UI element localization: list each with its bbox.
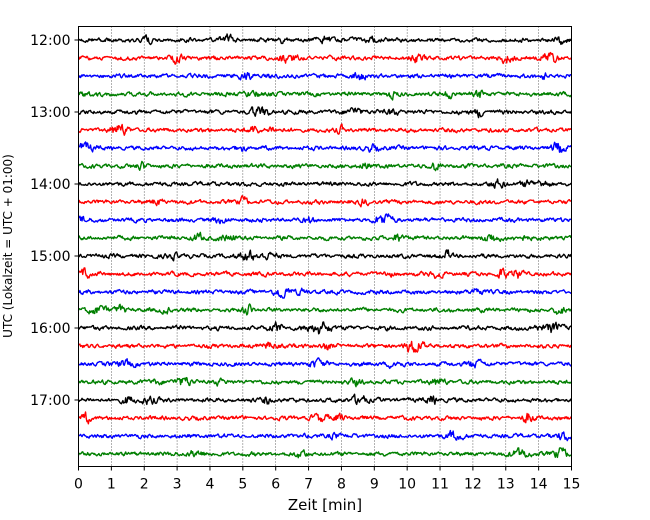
y-axis-ticks: 12:00 13:00 14:00 15:00 16:00 17:00 xyxy=(30,33,79,409)
x-tick-label: 7 xyxy=(304,477,313,493)
seismic-trace xyxy=(78,340,573,353)
seismic-trace xyxy=(77,178,572,189)
seismic-trace xyxy=(78,213,572,225)
seismic-trace xyxy=(77,267,573,279)
x-tick-label: 9 xyxy=(370,477,379,493)
x-tick-label: 4 xyxy=(206,477,215,493)
seismic-trace xyxy=(77,160,572,172)
y-tick-label: 15:00 xyxy=(30,249,70,265)
plot-frame xyxy=(78,26,572,467)
x-tick-label: 0 xyxy=(74,477,83,493)
seismic-trace xyxy=(78,106,573,119)
seismic-trace xyxy=(77,447,573,459)
x-tick-label: 2 xyxy=(140,477,149,493)
seismic-trace xyxy=(78,123,572,136)
seismic-trace xyxy=(78,429,573,442)
seismic-trace xyxy=(77,71,573,81)
x-tick-label: 15 xyxy=(563,477,581,493)
seismic-trace xyxy=(77,303,573,316)
x-axis-ticks: 0 1 2 3 4 5 6 7 8 9 10 11 12 13 14 15 xyxy=(74,466,581,493)
seismic-trace xyxy=(77,141,573,153)
seismic-trace xyxy=(78,411,573,425)
seismic-traces xyxy=(77,33,573,459)
x-tick-label: 1 xyxy=(107,477,116,493)
x-tick-label: 11 xyxy=(431,477,449,493)
seismic-trace xyxy=(77,357,572,370)
x-tick-label: 6 xyxy=(271,477,280,493)
seismic-trace xyxy=(78,321,572,335)
x-tick-label: 5 xyxy=(238,477,247,493)
x-tick-label: 10 xyxy=(398,477,416,493)
x-tick-label: 14 xyxy=(530,477,548,493)
seismic-trace xyxy=(77,89,572,101)
seismic-trace xyxy=(78,195,572,208)
x-tick-label: 13 xyxy=(497,477,515,493)
x-tick-label: 8 xyxy=(337,477,346,493)
x-axis-label: Zeit [min] xyxy=(288,496,362,514)
seismic-trace xyxy=(77,287,572,299)
vertical-grid xyxy=(111,26,539,467)
seismic-trace xyxy=(78,249,572,262)
seismic-trace xyxy=(77,393,573,406)
y-tick-label: 14:00 xyxy=(30,177,70,193)
seismic-trace xyxy=(78,33,572,46)
y-tick-label: 12:00 xyxy=(30,33,70,49)
y-axis-label: UTC (Lokalzeit = UTC + 01:00) xyxy=(1,154,15,338)
seismic-trace xyxy=(78,376,573,388)
seismic-trace xyxy=(78,231,573,243)
y-tick-label: 16:00 xyxy=(30,321,70,337)
x-tick-label: 12 xyxy=(464,477,482,493)
y-tick-label: 13:00 xyxy=(30,105,70,121)
x-tick-label: 3 xyxy=(173,477,182,493)
y-tick-label: 17:00 xyxy=(30,393,70,409)
seismic-trace xyxy=(77,51,573,65)
